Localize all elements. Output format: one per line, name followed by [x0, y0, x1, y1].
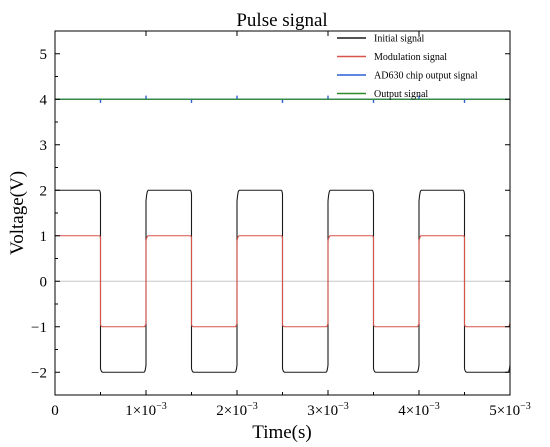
x-tick-label: 1×10−3 [125, 401, 167, 419]
legend-label-output-signal: Output signal [374, 89, 428, 100]
y-tick-label: 4 [40, 92, 48, 108]
x-tick-label: 3×10−3 [307, 401, 349, 419]
y-tick-label: 2 [40, 183, 48, 199]
x-tick-label: 4×10−3 [398, 401, 440, 419]
series-modulation-signal-line [55, 235, 511, 328]
legend-label-ad630-chip-output-signal: AD630 chip output signal [374, 71, 478, 82]
y-axis-label: Voltage(V) [7, 171, 28, 255]
legend: Initial signal Modulation signal AD630 chi… [337, 34, 478, 100]
y-tick-label: −1 [31, 320, 47, 336]
x-tick-label: 0 [51, 403, 59, 419]
legend-label-initial-signal: Initial signal [374, 34, 424, 45]
x-axis-label: Time(s) [252, 422, 311, 443]
x-tick-label: 5×10−3 [489, 401, 531, 419]
axis-ticks: −2 −1 0 1 2 3 4 5 0 1×10−3 2×10−3 3×10−3 4×10−3 5×10−… [31, 30, 531, 419]
y-tick-label: 5 [40, 47, 48, 63]
series-initial-signal-line [55, 189, 511, 373]
plot-layer [55, 95, 511, 373]
y-tick-label: 1 [40, 229, 48, 245]
y-tick-label: 0 [40, 274, 48, 290]
y-tick-label: 3 [40, 138, 48, 154]
chart-title: Pulse signal [236, 10, 327, 31]
x-tick-label: 2×10−3 [216, 401, 258, 419]
legend-label-modulation-signal: Modulation signal [374, 52, 447, 63]
y-tick-label: −2 [31, 365, 47, 381]
